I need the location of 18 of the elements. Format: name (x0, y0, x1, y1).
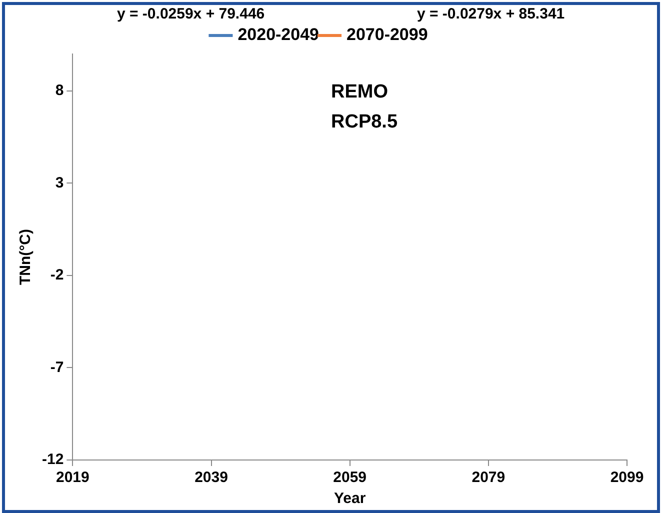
x-tick-label: 2099 (610, 469, 644, 486)
legend-label: 2070-2099 (346, 25, 428, 44)
x-tick-label: 2039 (194, 469, 228, 486)
text: y = -0.0259x + 79.446 (117, 6, 265, 23)
y-tick-label: 8 (55, 82, 64, 100)
x-tick-label: 2059 (333, 469, 367, 486)
y-tick-label: -12 (42, 451, 64, 468)
annotation: RCP8.5 (331, 112, 398, 133)
y-tick-label: -2 (50, 266, 64, 284)
y-tick-label: -7 (50, 358, 64, 376)
annotation: REMO (331, 82, 388, 103)
x-tick-label: 2079 (472, 469, 506, 486)
text: y = -0.0279x + 85.341 (417, 6, 565, 23)
y-axis-title: TNn(°C) (17, 229, 34, 285)
legend-label: 2020-2049 (238, 25, 320, 44)
y-tick-label: 3 (55, 174, 64, 192)
x-axis-title: Year (334, 490, 366, 508)
x-tick-label: 2019 (56, 469, 90, 486)
